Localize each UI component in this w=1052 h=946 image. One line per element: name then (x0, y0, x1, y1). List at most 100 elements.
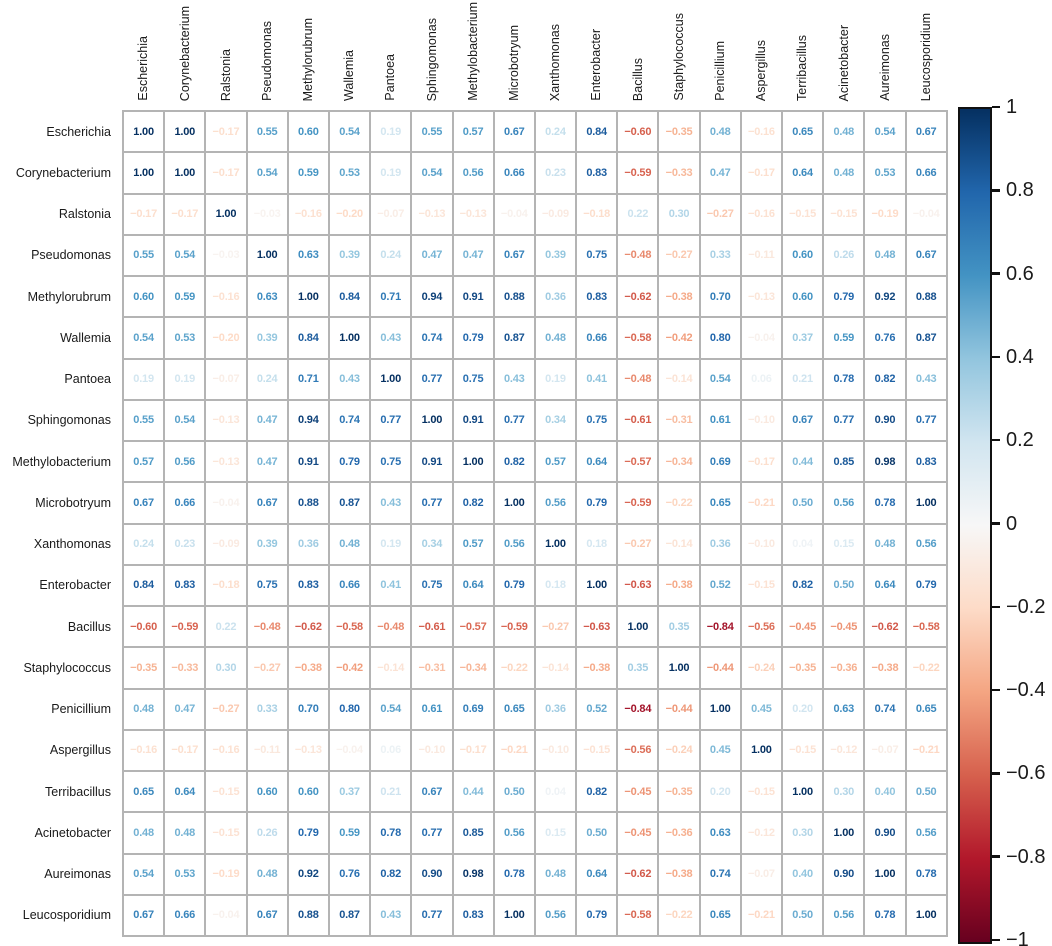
matrix-cell: 0.67 (248, 483, 287, 522)
matrix-cell: 0.84 (289, 318, 328, 357)
column-label-text: Acinetobacter (838, 25, 851, 101)
matrix-cell: 0.67 (907, 112, 946, 151)
matrix-cell: 1.00 (124, 112, 163, 151)
row-label: Acinetobacter (0, 813, 118, 852)
matrix-cell: −0.63 (577, 607, 616, 646)
matrix-cell: 0.65 (701, 483, 740, 522)
matrix-cell: 0.67 (248, 896, 287, 935)
matrix-cell: 0.52 (577, 690, 616, 729)
matrix-cell: 0.75 (577, 236, 616, 275)
matrix-cell: 0.48 (536, 318, 575, 357)
matrix-cell: 0.77 (412, 813, 451, 852)
matrix-cell: 0.66 (165, 483, 204, 522)
colorbar-tick-label: 0.6 (1006, 264, 1034, 284)
matrix-cell: −0.38 (289, 648, 328, 687)
column-label-text: Methylobacterium (467, 2, 480, 101)
matrix-cell: −0.16 (206, 277, 245, 316)
matrix-cell: −0.15 (577, 731, 616, 770)
matrix-cell: 1.00 (495, 896, 534, 935)
matrix-cell: −0.15 (824, 195, 863, 234)
matrix-cell: −0.14 (536, 648, 575, 687)
colorbar-tick (992, 772, 1000, 775)
matrix-cell: 0.50 (783, 483, 822, 522)
matrix-cell: 0.82 (865, 360, 904, 399)
column-label: Pseudomonas (248, 0, 287, 108)
matrix-cell: 0.37 (330, 772, 369, 811)
matrix-cell: 0.19 (371, 153, 410, 192)
matrix-cell: 0.43 (371, 896, 410, 935)
matrix-cell: 1.00 (783, 772, 822, 811)
matrix-cell: −0.45 (824, 607, 863, 646)
matrix-cell: 0.43 (907, 360, 946, 399)
colorbar-tick-label: 0.8 (1006, 180, 1034, 200)
matrix-cell: −0.03 (248, 195, 287, 234)
matrix-cell: −0.62 (618, 855, 657, 894)
matrix-cell: 0.55 (248, 112, 287, 151)
matrix-cell: 0.67 (495, 112, 534, 151)
matrix-cell: 0.74 (701, 855, 740, 894)
matrix-cell: −0.09 (206, 525, 245, 564)
matrix-cell: 0.79 (577, 896, 616, 935)
matrix-cell: −0.62 (289, 607, 328, 646)
matrix-cell: 0.21 (783, 360, 822, 399)
matrix-cell: −0.24 (659, 731, 698, 770)
column-labels: EscherichiaCorynebacteriumRalstoniaPseud… (124, 0, 946, 108)
matrix-cell: 0.90 (824, 855, 863, 894)
column-label-text: Penicillium (714, 41, 727, 101)
matrix-cell: 0.54 (124, 855, 163, 894)
column-label: Ralstonia (206, 0, 245, 108)
row-label: Wallemia (0, 318, 118, 357)
matrix-cell: 0.66 (907, 153, 946, 192)
matrix-cell: 0.18 (577, 525, 616, 564)
column-label: Terribacillus (783, 0, 822, 108)
matrix-cell: 0.66 (165, 896, 204, 935)
matrix-cell: 0.60 (289, 772, 328, 811)
colorbar-tick (992, 689, 1000, 692)
matrix-cell: 0.82 (577, 772, 616, 811)
matrix-cell: −0.21 (495, 731, 534, 770)
matrix-cell: 1.00 (577, 566, 616, 605)
matrix-cell: 0.22 (618, 195, 657, 234)
matrix-cell: 0.67 (124, 483, 163, 522)
matrix-cell: −0.21 (742, 483, 781, 522)
matrix-cell: 0.35 (659, 607, 698, 646)
matrix-cell: −0.35 (659, 772, 698, 811)
matrix-cell: 0.61 (412, 690, 451, 729)
matrix-cell: 0.63 (289, 236, 328, 275)
matrix-cell: 0.36 (701, 525, 740, 564)
column-label: Aspergillus (742, 0, 781, 108)
matrix-cell: 0.60 (783, 236, 822, 275)
row-label: Staphylococcus (0, 648, 118, 687)
matrix-cell: 0.56 (536, 483, 575, 522)
colorbar-tick-label: 0 (1006, 514, 1017, 534)
matrix-cell: −0.60 (618, 112, 657, 151)
matrix-cell: 0.65 (124, 772, 163, 811)
matrix-cell: 0.90 (412, 855, 451, 894)
matrix-cell: 0.84 (330, 277, 369, 316)
matrix-cell: 0.77 (824, 401, 863, 440)
column-label-text: Sphingomonas (426, 18, 439, 101)
column-label: Aureimonas (865, 0, 904, 108)
matrix-cell: −0.20 (206, 318, 245, 357)
matrix-cell: 1.00 (330, 318, 369, 357)
matrix-cell: 0.50 (495, 772, 534, 811)
matrix-cell: −0.57 (454, 607, 493, 646)
matrix-cell: 0.59 (330, 813, 369, 852)
matrix-cell: 0.56 (536, 896, 575, 935)
matrix-cell: 0.04 (536, 772, 575, 811)
matrix-cell: −0.22 (659, 896, 698, 935)
matrix-cell: −0.59 (165, 607, 204, 646)
row-label: Sphingomonas (0, 401, 118, 440)
matrix-cell: 0.80 (701, 318, 740, 357)
matrix-cell: 0.78 (865, 483, 904, 522)
matrix-cell: 0.54 (412, 153, 451, 192)
matrix-cell: −0.24 (742, 648, 781, 687)
matrix-cell: 0.44 (454, 772, 493, 811)
matrix-cell: 1.00 (289, 277, 328, 316)
matrix-cell: −0.07 (206, 360, 245, 399)
matrix-cell: −0.27 (206, 690, 245, 729)
matrix-cell: 0.83 (577, 153, 616, 192)
matrix-cell: −0.09 (536, 195, 575, 234)
matrix-cell: 0.63 (701, 813, 740, 852)
matrix-cell: 1.00 (536, 525, 575, 564)
